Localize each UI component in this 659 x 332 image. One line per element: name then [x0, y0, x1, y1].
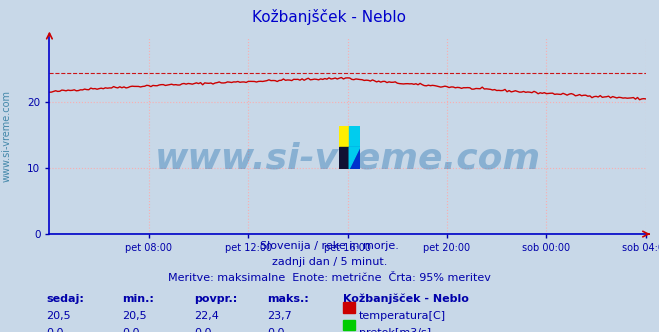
Text: 20,5: 20,5: [122, 311, 146, 321]
Text: Meritve: maksimalne  Enote: metrične  Črta: 95% meritev: Meritve: maksimalne Enote: metrične Črta…: [168, 273, 491, 283]
Bar: [349, 126, 360, 147]
Text: www.si-vreme.com: www.si-vreme.com: [1, 90, 12, 182]
Text: sedaj:: sedaj:: [46, 294, 84, 304]
Text: temperatura[C]: temperatura[C]: [359, 311, 446, 321]
Text: pretok[m3/s]: pretok[m3/s]: [359, 328, 431, 332]
Text: 20,5: 20,5: [46, 311, 71, 321]
Text: maks.:: maks.:: [267, 294, 308, 304]
Text: zadnji dan / 5 minut.: zadnji dan / 5 minut.: [272, 257, 387, 267]
Text: 0,0: 0,0: [267, 328, 285, 332]
Bar: [339, 126, 349, 147]
Text: povpr.:: povpr.:: [194, 294, 238, 304]
Text: min.:: min.:: [122, 294, 154, 304]
Text: 22,4: 22,4: [194, 311, 219, 321]
Text: 0,0: 0,0: [194, 328, 212, 332]
Text: Slovenija / reke in morje.: Slovenija / reke in morje.: [260, 241, 399, 251]
Polygon shape: [349, 147, 360, 169]
Bar: [339, 147, 349, 169]
Text: 23,7: 23,7: [267, 311, 292, 321]
Text: www.si-vreme.com: www.si-vreme.com: [155, 142, 540, 176]
Polygon shape: [349, 147, 360, 169]
Text: 0,0: 0,0: [122, 328, 140, 332]
Text: Kožbanjšček - Neblo: Kožbanjšček - Neblo: [252, 9, 407, 25]
Text: 0,0: 0,0: [46, 328, 64, 332]
Text: Kožbanjšček - Neblo: Kožbanjšček - Neblo: [343, 294, 469, 304]
